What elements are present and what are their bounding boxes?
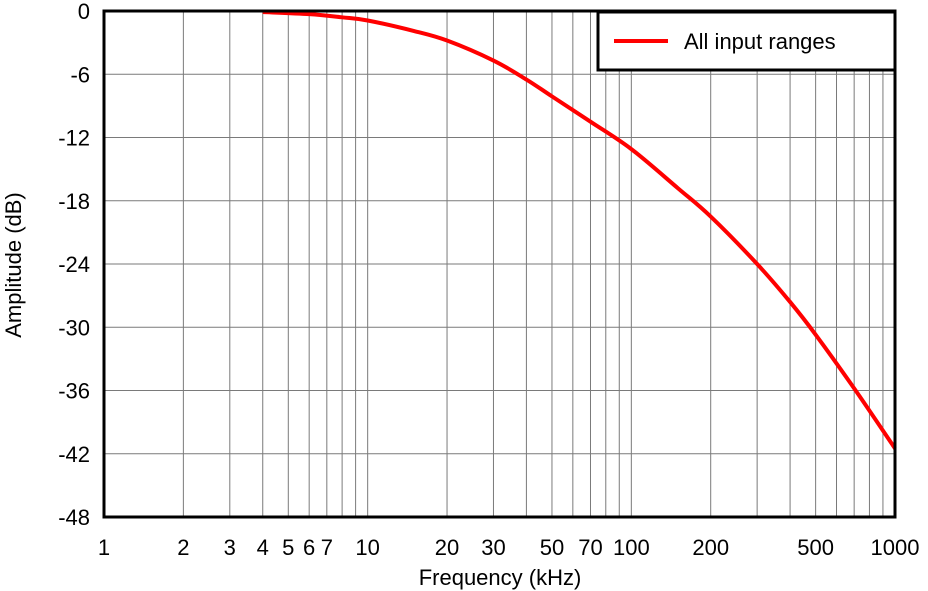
y-tick-label: -48 bbox=[58, 505, 90, 530]
y-tick-label: -12 bbox=[58, 126, 90, 151]
x-axis-ticks: 1 2 3 4 5 6 7 10 20 30 50 70 100 200 500 1000 bbox=[98, 535, 920, 560]
x-tick-label: 1 bbox=[98, 535, 110, 560]
series-layer bbox=[262, 10, 897, 450]
y-tick-label: -30 bbox=[58, 315, 90, 340]
x-tick-label: 10 bbox=[355, 535, 379, 560]
x-tick-label: 500 bbox=[797, 535, 834, 560]
x-tick-label: 7 bbox=[321, 535, 333, 560]
legend-label: All input ranges bbox=[684, 29, 836, 54]
x-axis-label: Frequency (kHz) bbox=[419, 565, 582, 590]
x-tick-label: 100 bbox=[613, 535, 650, 560]
plot-frame bbox=[102, 9, 897, 519]
x-tick-label: 30 bbox=[481, 535, 505, 560]
y-tick-label: -36 bbox=[58, 379, 90, 404]
x-tick-label: 2 bbox=[177, 535, 189, 560]
y-axis-ticks: 0 -6 -12 -18 -24 -30 -36 -42 -48 bbox=[58, 0, 90, 530]
y-tick-label: -42 bbox=[58, 442, 90, 467]
series-line-all-input-ranges bbox=[262, 10, 897, 450]
y-tick-label: -6 bbox=[70, 62, 90, 87]
x-tick-label: 4 bbox=[257, 535, 269, 560]
x-tick-label: 1000 bbox=[871, 535, 920, 560]
x-tick-label: 50 bbox=[540, 535, 564, 560]
y-tick-label: -18 bbox=[58, 189, 90, 214]
legend: All input ranges bbox=[596, 10, 897, 72]
x-tick-label: 6 bbox=[303, 535, 315, 560]
x-tick-label: 200 bbox=[692, 535, 729, 560]
y-tick-label: 0 bbox=[78, 0, 90, 24]
grid-lines bbox=[104, 11, 895, 517]
x-tick-label: 3 bbox=[224, 535, 236, 560]
x-tick-label: 5 bbox=[282, 535, 294, 560]
x-tick-label: 20 bbox=[435, 535, 459, 560]
y-tick-label: -24 bbox=[58, 252, 90, 277]
y-axis-label: Amplitude (dB) bbox=[1, 192, 26, 338]
x-tick-label: 70 bbox=[578, 535, 602, 560]
